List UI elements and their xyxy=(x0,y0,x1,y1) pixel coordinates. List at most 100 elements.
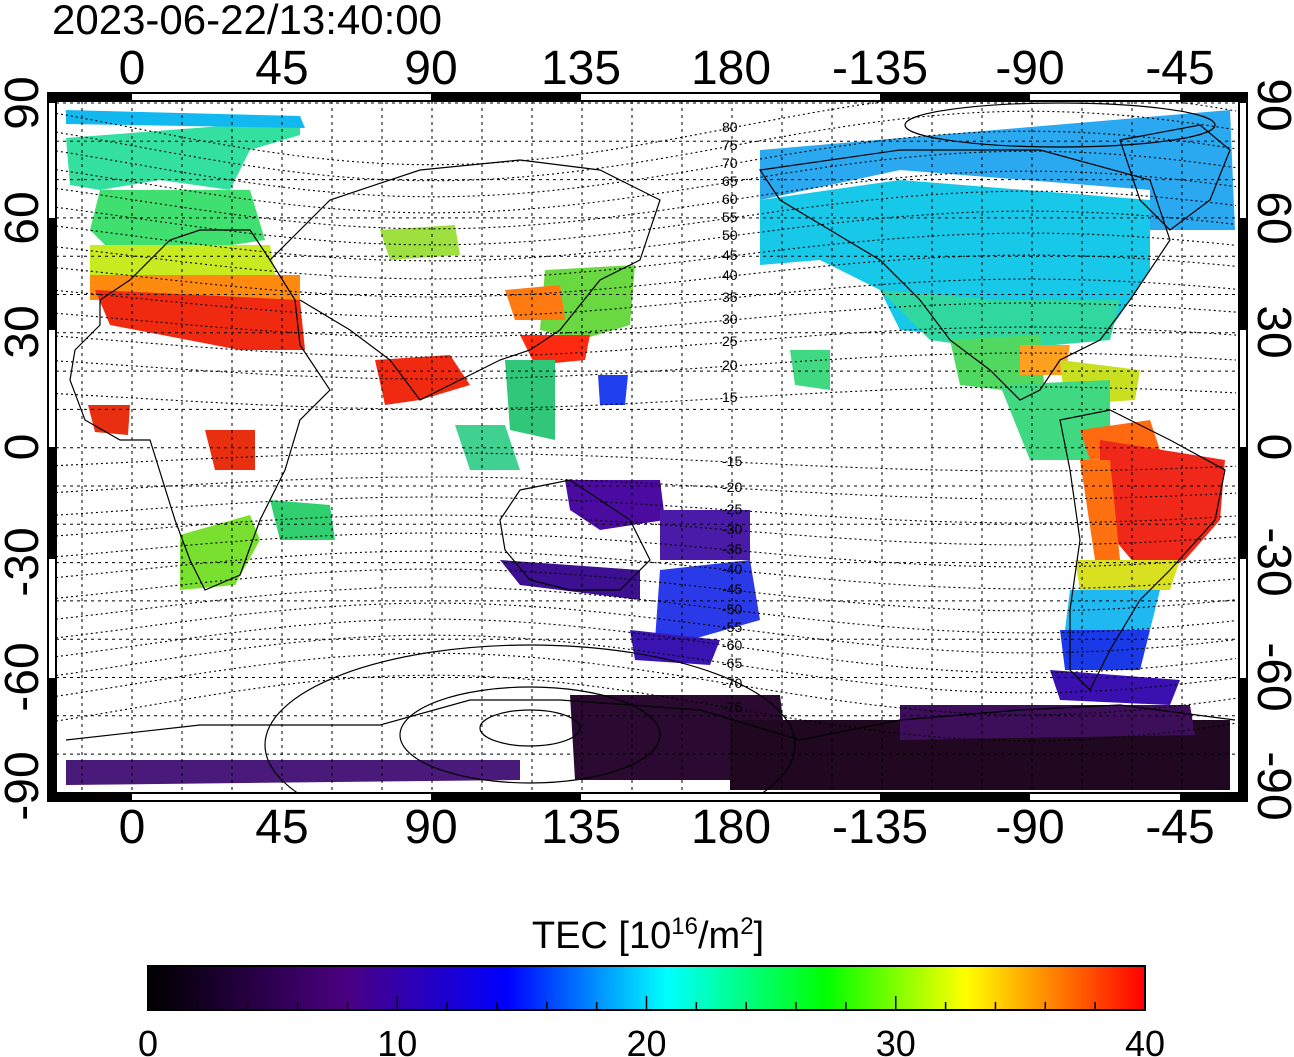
contour-value-label: -60 xyxy=(722,637,742,653)
contour-value-label: -50 xyxy=(722,601,742,617)
right-lat-label-3: 0 xyxy=(1247,434,1294,461)
tec-patch-sa-yellow xyxy=(1075,560,1180,590)
right-lat-label-2: 30 xyxy=(1247,305,1294,358)
contour-value-label: 75 xyxy=(722,137,738,153)
magnetic-contour-line xyxy=(56,302,1237,338)
tec-patch-central-asia xyxy=(380,225,460,260)
magnetic-contour-line xyxy=(56,386,1237,410)
colorbar-tick-label: 20 xyxy=(626,1023,666,1057)
colorbar-tick-label: 40 xyxy=(1125,1023,1165,1057)
tec-patch-arctic-na xyxy=(760,110,1235,230)
top-lon-label-5: -135 xyxy=(832,42,928,95)
bottom-longitude-labels: 0 45 90 135 180 -135 -90 -45 xyxy=(119,801,1215,854)
colorbar-tick-label: 10 xyxy=(377,1023,417,1057)
magnetic-contour-line xyxy=(56,101,1237,166)
colorbar-title-prefix: TEC [10 xyxy=(532,915,671,957)
tec-patch-china-orange xyxy=(505,285,565,320)
contour-value-label: -65 xyxy=(722,655,742,671)
left-lat-label-1: 60 xyxy=(0,191,49,244)
coastline-asia xyxy=(269,159,661,401)
top-lon-label-7: -45 xyxy=(1145,42,1214,95)
magnetic-contour-line xyxy=(56,532,1237,568)
contour-value-label: 70 xyxy=(722,155,738,171)
contour-value-label: 55 xyxy=(722,209,738,225)
top-bar-0 xyxy=(48,93,132,101)
magnetic-contour-line xyxy=(56,130,1237,198)
bottom-bar-3 xyxy=(1180,793,1247,801)
left-latitude-labels: 90 60 30 0 -30 -60 -90 xyxy=(0,76,49,820)
tec-data-layer xyxy=(66,110,1235,790)
contour-value-label: -35 xyxy=(722,541,742,557)
right-bar-0 xyxy=(1239,93,1247,103)
tec-patch-europe-mid xyxy=(90,190,265,250)
contour-value-label: -75 xyxy=(722,699,742,715)
contour-value-label: -55 xyxy=(722,619,742,635)
magnetic-contour-line xyxy=(56,476,1237,500)
tec-patch-pacific-blue xyxy=(598,375,628,405)
bottom-lon-label-1: 45 xyxy=(255,801,308,854)
top-lon-label-4: 180 xyxy=(691,42,771,95)
tec-patch-indonesia xyxy=(455,425,520,470)
top-lon-label-3: 135 xyxy=(541,42,621,95)
tec-patch-africa-south xyxy=(180,515,260,590)
tec-patch-china-red xyxy=(520,335,590,365)
right-lat-label-5: -60 xyxy=(1247,642,1294,711)
right-bar-3 xyxy=(1239,678,1247,793)
contour-value-label: 65 xyxy=(722,173,738,189)
tec-patch-japan-green xyxy=(540,265,635,340)
top-bar-1 xyxy=(431,93,581,101)
contour-label-group: 80 75 70 65 60 55 50 45 40 35 30 25 20 15 -15 -20 -25 -30… xyxy=(722,119,742,715)
left-lat-label-4: -30 xyxy=(0,527,49,596)
colorbar-title-suffix: ] xyxy=(754,915,765,957)
contour-value-label: -15 xyxy=(722,453,742,469)
contour-value-label: 40 xyxy=(722,267,738,283)
tec-patch-australia-north xyxy=(565,480,665,530)
right-latitude-labels: 90 60 30 0 -30 -60 -90 xyxy=(1247,78,1294,820)
contour-value-label: -20 xyxy=(722,479,742,495)
right-lat-label-4: -30 xyxy=(1247,527,1294,596)
colorbar-tick-label: 0 xyxy=(138,1023,158,1057)
left-lat-label-0: 90 xyxy=(0,76,49,129)
contour-value-label: -45 xyxy=(722,581,742,597)
contour-value-label: -25 xyxy=(722,501,742,517)
top-longitude-labels: 0 45 90 135 180 -135 -90 -45 xyxy=(119,42,1215,95)
tec-patch-africa-center xyxy=(205,430,255,470)
contour-value-label: 35 xyxy=(722,289,738,305)
colorbar-title-mid: /m xyxy=(698,915,740,957)
left-bar-1 xyxy=(48,218,56,330)
bottom-lon-label-0: 0 xyxy=(119,801,146,854)
contour-value-label: 80 xyxy=(722,119,738,135)
left-lat-label-2: 30 xyxy=(0,305,49,358)
magnetic-contour-line xyxy=(56,674,1237,742)
right-lat-label-0: 90 xyxy=(1247,78,1294,131)
bottom-lon-label-6: -90 xyxy=(995,801,1064,854)
tec-patch-europe-north xyxy=(66,120,300,190)
tec-patch-sa-blue xyxy=(1060,630,1150,670)
colorbar-title-exp2: 2 xyxy=(740,913,753,940)
contour-value-label: -70 xyxy=(722,675,742,691)
tec-patch-sa-cyan xyxy=(1065,590,1160,630)
magnetic-contour-line xyxy=(56,550,1237,590)
tec-patch-antarctic-left xyxy=(66,760,520,785)
magnetic-contour-line xyxy=(56,254,1237,298)
bottom-lon-label-7: -45 xyxy=(1145,801,1214,854)
contour-value-label: 20 xyxy=(722,357,738,373)
tec-patch-hawaii xyxy=(790,350,830,390)
contour-value-label: 50 xyxy=(722,227,738,243)
bottom-bar-1 xyxy=(431,793,581,801)
frame-edge-bars xyxy=(48,93,1247,801)
coastline-south-america xyxy=(1059,409,1226,692)
colorbar-ticks xyxy=(147,996,1146,1010)
coastline-europe-africa xyxy=(69,229,331,591)
coastline-layer xyxy=(65,124,1236,741)
map-area: 80 75 70 65 60 55 50 45 40 35 30 25 20 15 -15 -20 -25 -30… xyxy=(56,101,1239,793)
contour-value-label: 60 xyxy=(722,191,738,207)
contour-value-label: 25 xyxy=(722,333,738,349)
colorbar-tick-label: 30 xyxy=(876,1023,916,1057)
coastline-australia xyxy=(499,479,651,591)
bottom-lon-label-5: -135 xyxy=(832,801,928,854)
south-pole-contour-outer xyxy=(264,644,796,793)
right-bar-1 xyxy=(1239,218,1247,330)
lat-lon-grid xyxy=(56,101,1239,793)
colorbar-title: TEC [1016/m2] xyxy=(532,913,764,957)
